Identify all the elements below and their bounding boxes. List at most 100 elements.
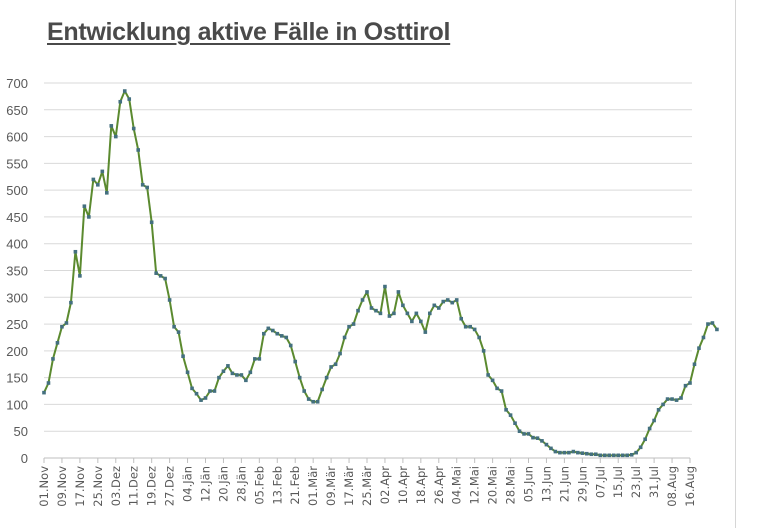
x-tick-label: 19.Dez (145, 466, 159, 506)
data-point-marker (136, 148, 141, 152)
data-point-marker (620, 453, 625, 458)
x-tick-label: 07.Jul (593, 466, 607, 498)
data-point-marker (625, 453, 629, 458)
data-point-marker (634, 450, 638, 455)
data-point-marker (598, 453, 603, 458)
series-line (43, 90, 718, 457)
y-tick-label: 300 (6, 290, 28, 305)
data-point-marker (69, 300, 73, 305)
y-axis: 0 50 100 150 200 250 300 350 400 450 500 550 600 650 7… (6, 76, 28, 466)
data-point-marker (60, 324, 64, 329)
data-point-marker (611, 453, 616, 458)
y-tick-label: 50 (14, 424, 28, 439)
x-tick-label: 13.Feb (270, 466, 284, 505)
data-point-marker (535, 436, 540, 440)
data-point-marker (585, 451, 589, 456)
x-tick-label: 05.Jun (522, 466, 536, 502)
data-point-marker (266, 326, 271, 331)
x-tick-label: 20.Jän (216, 466, 230, 502)
data-point-marker (248, 370, 253, 375)
x-axis: 01.Nov 09.Nov 17.Nov 25.Nov 03.Dez 11.Dez 19.D… (37, 457, 697, 507)
x-tick-label: 17.Nov (73, 466, 87, 507)
x-tick-label: 29.Jun (575, 466, 589, 502)
x-tick-label: 31.Jul (647, 466, 661, 498)
data-point-marker (486, 373, 490, 377)
data-point-marker (472, 327, 477, 332)
data-point-marker (710, 321, 715, 325)
data-point-marker (454, 298, 459, 302)
x-tick-label: 10.Apr (396, 466, 410, 504)
x-tick-label: 12.Jän (199, 466, 213, 502)
data-point-marker (661, 402, 665, 407)
x-tick-label: 28.Mai (504, 466, 518, 504)
data-point-marker (683, 383, 688, 388)
frame-border (735, 0, 736, 528)
data-point-marker (602, 453, 607, 458)
data-point-marker (432, 303, 437, 308)
x-tick-label: 23.Jul (629, 466, 643, 498)
data-point-marker (715, 327, 719, 332)
data-point-marker (230, 371, 235, 376)
x-tick-label: 05.Feb (252, 466, 266, 505)
data-point-marker (87, 215, 91, 219)
data-point-marker (140, 182, 145, 187)
data-point-marker (405, 311, 410, 316)
data-point-marker (217, 375, 221, 380)
data-point-marker (441, 299, 446, 304)
data-point-marker (356, 308, 360, 313)
x-tick-label: 02.Apr (378, 466, 392, 504)
data-point-marker (629, 452, 634, 457)
data-point-marker (593, 452, 598, 457)
data-point-marker (172, 324, 176, 329)
data-point-marker (320, 387, 324, 392)
data-point-marker (544, 442, 549, 447)
data-point-marker (109, 124, 114, 128)
x-tick-label: 09.Nov (55, 466, 69, 507)
data-point-marker (302, 389, 306, 393)
data-point-marker (212, 389, 217, 393)
x-tick-label: 08.Aug (665, 466, 679, 507)
data-point-marker (91, 177, 96, 182)
data-point-marker (338, 351, 342, 356)
x-tick-label: 11.Dez (127, 466, 141, 506)
data-point-marker (105, 191, 109, 195)
data-point-marker (226, 364, 230, 368)
y-tick-label: 500 (6, 183, 28, 198)
data-point-marker (436, 306, 441, 310)
data-point-marker (64, 321, 69, 325)
data-point-marker (185, 370, 190, 375)
data-point-marker (279, 334, 284, 338)
data-point-marker (315, 399, 320, 404)
y-tick-label: 600 (6, 130, 28, 145)
data-point-marker (607, 453, 612, 458)
data-point-marker (508, 413, 513, 417)
data-point-marker (580, 451, 585, 455)
data-point-marker (504, 407, 508, 412)
data-point-marker (401, 303, 405, 308)
data-point-marker (100, 169, 105, 174)
data-point-marker (78, 274, 82, 278)
data-point-marker (73, 249, 78, 254)
data-point-marker (679, 396, 683, 400)
data-point-marker (495, 386, 499, 391)
data-point-marker (149, 220, 154, 225)
x-tick-label: 03.Dez (109, 466, 123, 506)
y-tick-label: 700 (6, 76, 28, 91)
data-point-marker (55, 341, 60, 345)
data-point-marker (239, 373, 244, 377)
data-point-marker (562, 450, 567, 455)
data-point-marker (158, 274, 163, 278)
data-point-marker (122, 89, 127, 93)
data-point-marker (643, 437, 647, 442)
x-tick-label: 16.Aug (683, 466, 697, 507)
data-point-marker (365, 290, 369, 294)
data-point-marker (46, 381, 51, 385)
data-point-marker (208, 389, 212, 393)
data-point-marker (257, 357, 262, 361)
data-point-marker (270, 328, 275, 333)
x-tick-label: 01.Mär (306, 466, 320, 506)
data-point-marker (576, 450, 580, 455)
data-point-marker (194, 391, 199, 396)
x-tick-label: 25.Mär (360, 466, 374, 506)
data-point-marker (540, 439, 544, 443)
